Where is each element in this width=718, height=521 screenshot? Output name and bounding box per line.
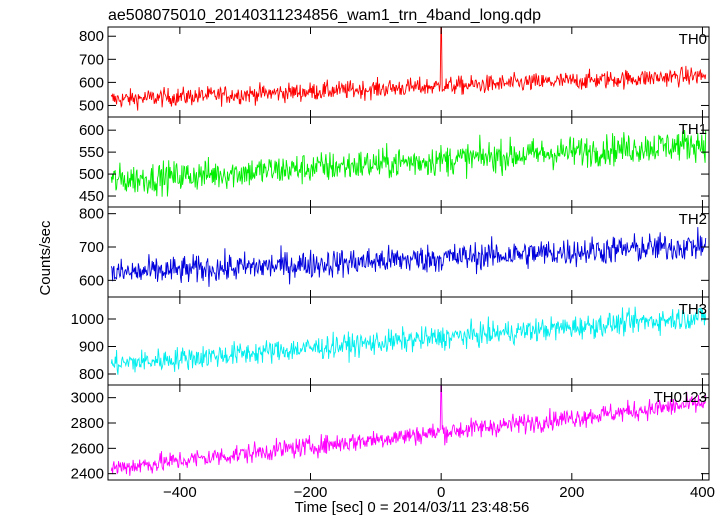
panel-frame-th3 xyxy=(107,296,710,386)
y-tick-label: 2400 xyxy=(71,466,104,483)
y-tick-label: 3000 xyxy=(71,390,104,407)
series-label-th0: TH0 xyxy=(679,31,707,48)
series-line-th2 xyxy=(110,227,707,287)
panel-frame-th0123 xyxy=(107,384,710,481)
panel-frame-th2 xyxy=(107,206,710,298)
x-axis-label: Time [sec] 0 = 2014/03/11 23:48:56 xyxy=(295,499,530,516)
y-tick-label: 600 xyxy=(79,74,104,91)
series-label-th2: TH2 xyxy=(679,211,707,228)
panel-frame-th1 xyxy=(107,116,710,208)
y-tick-label: 800 xyxy=(79,28,104,45)
x-tick-label: −400 xyxy=(163,484,197,501)
series-line-th0 xyxy=(110,27,707,111)
x-tick-label: 0 xyxy=(437,484,445,501)
y-tick-label: 500 xyxy=(79,97,104,114)
y-tick-label: 500 xyxy=(79,166,104,183)
panels-group: 500 600 700 800 TH0 450 500 550 600 TH1 600 700 800 T… xyxy=(71,26,715,501)
series-label-th1: TH1 xyxy=(679,121,707,138)
panel-frame-th0 xyxy=(107,26,710,118)
y-tick-label: 800 xyxy=(79,206,104,223)
figure-title: ae508075010_20140311234856_wam1_trn_4ban… xyxy=(108,7,541,24)
series-label-th0123: TH0123 xyxy=(654,389,707,406)
y-tick-label: 600 xyxy=(79,122,104,139)
y-tick-label: 1000 xyxy=(71,311,104,328)
series-line-th3 xyxy=(110,306,707,375)
y-tick-label: 600 xyxy=(79,272,104,289)
y-tick-label: 700 xyxy=(79,51,104,68)
y-tick-label: 800 xyxy=(79,366,104,383)
y-tick-label: 2600 xyxy=(71,440,104,457)
x-tick-label: −200 xyxy=(294,484,328,501)
x-tick-label: 400 xyxy=(690,484,715,501)
y-tick-label: 550 xyxy=(79,144,104,161)
y-tick-label: 900 xyxy=(79,339,104,356)
y-axis-label: Counts/sec xyxy=(37,220,54,296)
series-line-th0123 xyxy=(110,385,707,476)
y-tick-label: 2800 xyxy=(71,415,104,432)
y-tick-label: 450 xyxy=(79,188,104,205)
y-tick-label: 700 xyxy=(79,239,104,256)
series-label-th3: TH3 xyxy=(679,301,707,318)
series-line-th1 xyxy=(110,129,707,197)
x-tick-label: 200 xyxy=(559,484,584,501)
